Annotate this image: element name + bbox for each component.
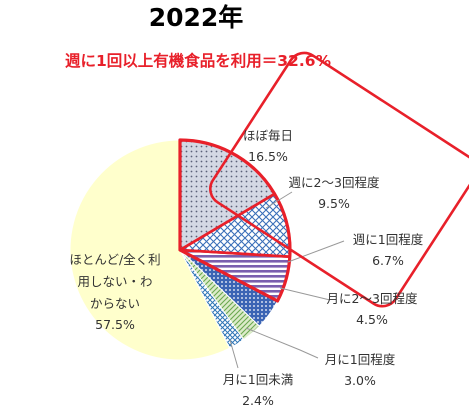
slice-label-value: 57.5%	[95, 317, 135, 332]
slice-label-4: 月に2～3回程度 4.5%	[327, 291, 418, 327]
slice-label-value: 16.5%	[248, 149, 288, 164]
slice-label-2: 週に2～3回程度 9.5%	[289, 175, 380, 211]
highlight-callout-box	[209, 51, 469, 308]
leader-line-4	[279, 287, 331, 301]
leader-line-6	[229, 339, 239, 369]
leader-line-3	[287, 240, 345, 263]
slice-label-name: 週に1回程度	[353, 232, 424, 247]
slice-label-value: 4.5%	[356, 312, 388, 327]
slice-label-value: 9.5%	[318, 196, 350, 211]
chart-title: 2022年	[149, 3, 244, 32]
slice-labels: ほぼ毎日 16.5%週に2～3回程度 9.5% 週に1回程度 6.7% 月に2～3回程度 4…	[69, 128, 423, 408]
slice-label-name: 週に2～3回程度	[289, 175, 380, 190]
slice-label-value: 2.4%	[242, 393, 274, 408]
slice-label-6: 月に1回未満 2.4%	[223, 372, 293, 408]
slice-label-name: ほぼ毎日	[243, 128, 293, 143]
slice-label-name: 用しない・わ	[77, 274, 152, 289]
pie-slices	[69, 139, 291, 361]
slice-7	[69, 139, 231, 361]
slice-label-1: ほぼ毎日 16.5%	[243, 128, 293, 164]
slice-label-name: ほとんど/全く利	[69, 252, 160, 267]
slice-label-name: からない	[90, 296, 140, 311]
chart-subtitle: 週に1回以上有機食品を利用＝32.6%	[65, 51, 332, 70]
leader-lines	[229, 191, 345, 369]
slice-label-name: 月に1回未満	[223, 372, 293, 387]
slice-label-value: 3.0%	[344, 373, 376, 388]
leader-line-2	[265, 191, 293, 209]
slice-label-name: 月に1回程度	[325, 352, 396, 367]
slice-label-5: 月に1回程度 3.0%	[325, 352, 396, 388]
highlight-group-outline	[178, 138, 292, 303]
highlight-outline	[178, 138, 292, 303]
slice-label-value: 6.7%	[372, 253, 404, 268]
leader-line-5	[245, 327, 319, 359]
slice-label-name: 月に2～3回程度	[327, 291, 418, 306]
slice-label-3: 週に1回程度 6.7%	[353, 232, 424, 268]
